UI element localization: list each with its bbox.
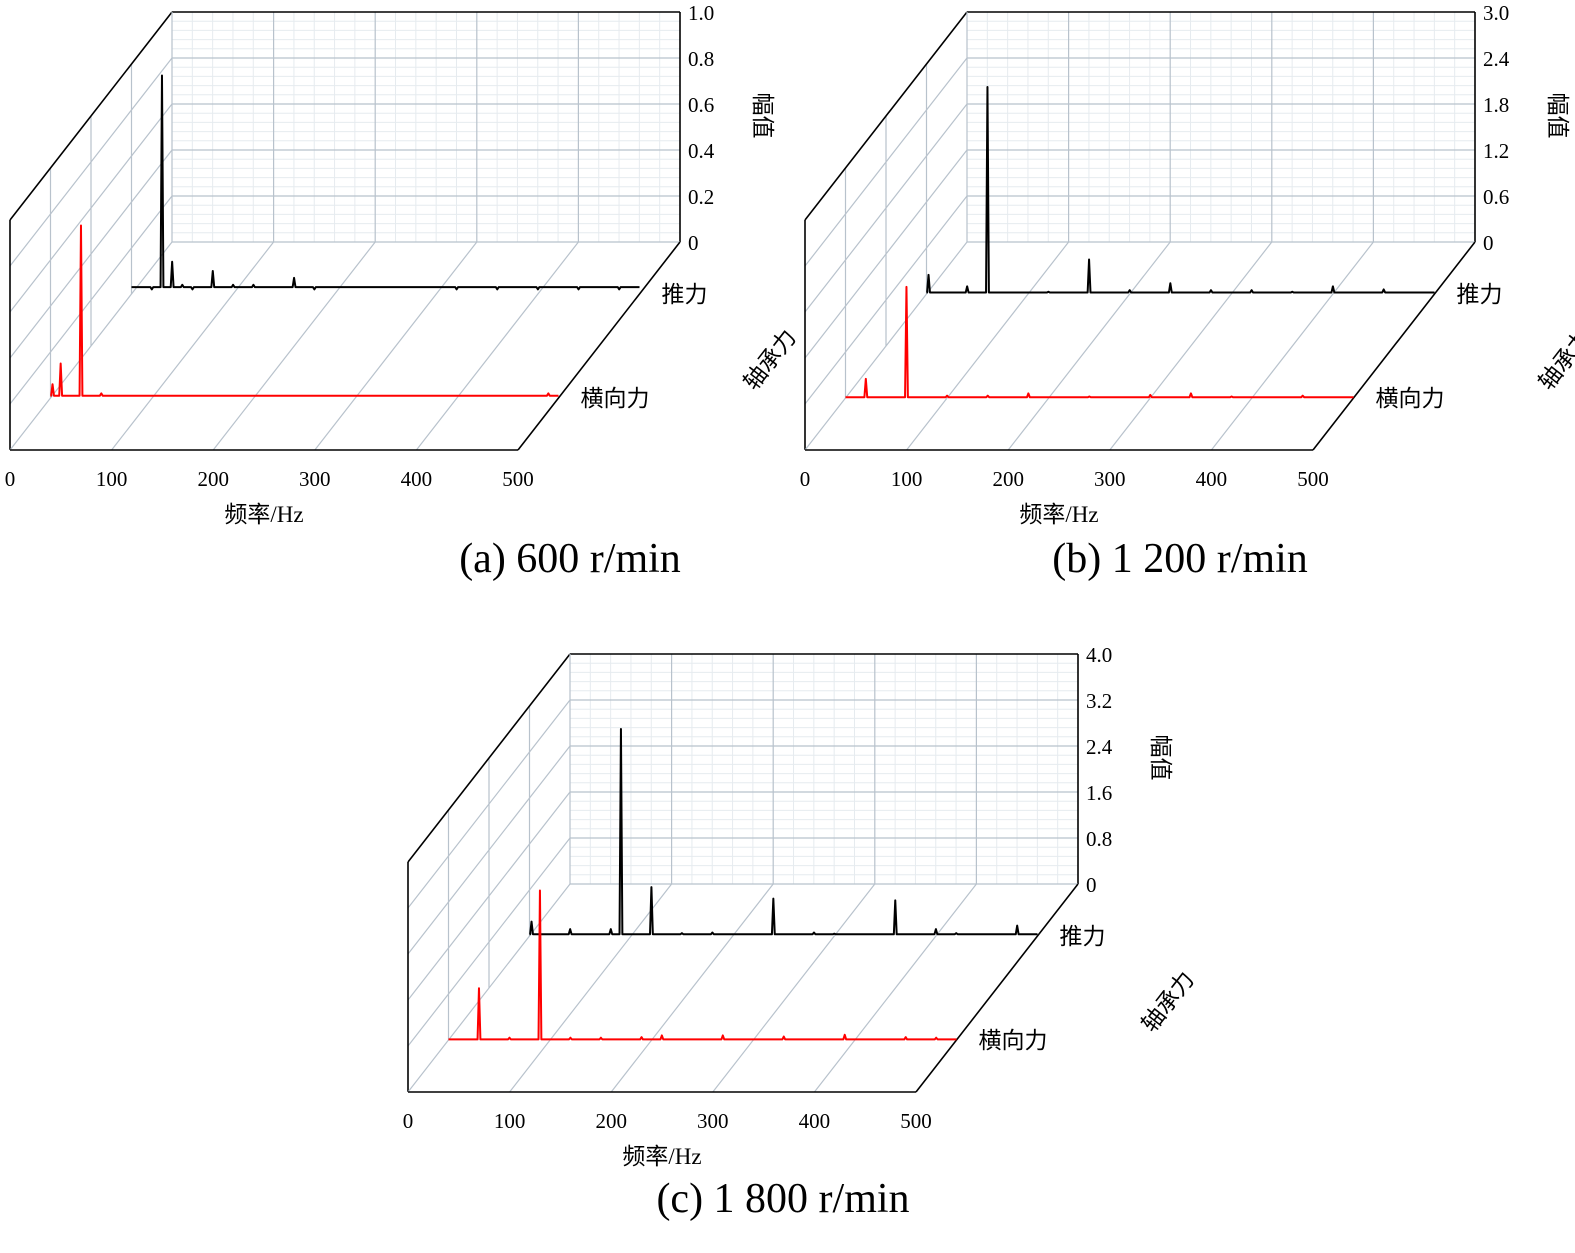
x-tick-label: 400 <box>1196 467 1228 491</box>
x-tick-label: 100 <box>96 467 128 491</box>
frame-edge <box>9 11 173 221</box>
depth-axis-title: 轴承力 <box>739 325 801 395</box>
x-tick-label: 0 <box>800 467 811 491</box>
series-line-thrust <box>529 728 1038 936</box>
chart-panel-c: 0 100 200 300 400 500 频率/Hz 0 0.8 1.6 2.4 3.2 4.0 幅值轴… <box>403 643 1199 1222</box>
z-tick-label: 0.6 <box>688 93 714 117</box>
z-tick-label: 1.2 <box>1483 139 1509 163</box>
x-tick-label: 100 <box>494 1109 526 1133</box>
frame-edge <box>9 241 173 451</box>
chart-panel-b: 0 100 200 300 400 500 频率/Hz 0 0.6 1.2 1.8 2.4 3.0 幅值轴… <box>800 1 1575 582</box>
x-tick-label: 400 <box>799 1109 831 1133</box>
z-tick-label: 0 <box>1086 873 1097 897</box>
x-tick-label: 200 <box>197 467 229 491</box>
gridlines <box>804 12 1475 451</box>
x-tick-label: 500 <box>900 1109 932 1133</box>
series-label: 横向力 <box>581 386 650 411</box>
depth-axis-title: 轴承力 <box>1534 325 1575 395</box>
z-tick-label: 1.0 <box>688 1 714 25</box>
series-label: 推力 <box>662 282 708 307</box>
gridlines <box>9 12 680 451</box>
chart-caption: (a) 600 r/min <box>459 536 681 582</box>
axis-frame <box>804 11 1476 451</box>
z-tick-label: 2.4 <box>1086 735 1113 759</box>
frame-edge <box>804 11 968 221</box>
x-tick-label: 300 <box>1094 467 1126 491</box>
z-tick-label: 0.2 <box>688 185 714 209</box>
series-label: 横向力 <box>979 1028 1048 1053</box>
z-tick-label: 1.6 <box>1086 781 1112 805</box>
x-tick-label: 400 <box>401 467 433 491</box>
x-tick-label: 200 <box>992 467 1024 491</box>
frame-edge <box>1312 241 1476 451</box>
x-tick-label: 100 <box>891 467 923 491</box>
series-line-lateral <box>50 224 559 397</box>
x-tick-label: 300 <box>697 1109 729 1133</box>
series-label: 推力 <box>1060 924 1106 949</box>
z-tick-label: 3.0 <box>1483 1 1509 25</box>
x-axis-title: 频率/Hz <box>622 1144 701 1169</box>
series-label: 推力 <box>1457 282 1503 307</box>
frame-edge <box>407 653 571 863</box>
chart-caption: (c) 1 800 r/min <box>656 1176 909 1222</box>
frame-edge <box>915 883 1079 1093</box>
x-tick-label: 500 <box>1297 467 1329 491</box>
z-axis-title: 幅值 <box>1545 93 1570 139</box>
axis-frame <box>9 11 681 451</box>
z-tick-label: 2.4 <box>1483 47 1510 71</box>
gridlines <box>407 654 1078 1093</box>
x-tick-label: 0 <box>5 467 16 491</box>
x-axis-title: 频率/Hz <box>224 502 303 527</box>
z-tick-label: 0.8 <box>688 47 714 71</box>
z-tick-label: 4.0 <box>1086 643 1112 667</box>
axis-frame <box>407 653 1079 1093</box>
x-tick-label: 300 <box>299 467 331 491</box>
x-tick-label: 200 <box>595 1109 627 1133</box>
z-tick-label: 1.8 <box>1483 93 1509 117</box>
frame-edge <box>517 241 681 451</box>
z-axis-title: 幅值 <box>750 93 775 139</box>
depth-axis-title: 轴承力 <box>1137 967 1199 1037</box>
series-line-lateral <box>845 285 1354 399</box>
x-tick-label: 500 <box>502 467 534 491</box>
z-axis-title: 幅值 <box>1148 735 1173 781</box>
z-tick-label: 3.2 <box>1086 689 1112 713</box>
z-tick-label: 0 <box>688 231 699 255</box>
chart-caption: (b) 1 200 r/min <box>1052 536 1307 582</box>
series-label: 横向力 <box>1376 386 1445 411</box>
z-tick-label: 0.8 <box>1086 827 1112 851</box>
series-line-thrust <box>926 86 1435 294</box>
series-line-thrust <box>131 74 640 291</box>
series-line-lateral <box>448 889 957 1041</box>
z-tick-label: 0.4 <box>688 139 715 163</box>
frame-edge <box>804 241 968 451</box>
z-tick-label: 0.6 <box>1483 185 1509 209</box>
frame-edge <box>407 883 571 1093</box>
z-tick-label: 0 <box>1483 231 1494 255</box>
chart-panel-a: 0 100 200 300 400 500 频率/Hz 0 0.2 0.4 0.6 0.8 1.0 幅值轴… <box>5 1 801 582</box>
x-tick-label: 0 <box>403 1109 414 1133</box>
x-axis-title: 频率/Hz <box>1019 502 1098 527</box>
